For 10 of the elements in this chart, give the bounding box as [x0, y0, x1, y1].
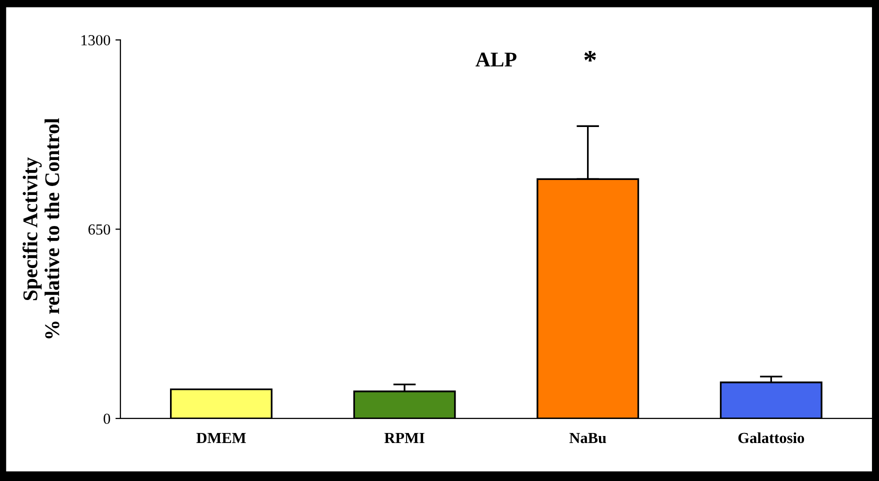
x-tick-label: NaBu: [569, 432, 606, 444]
y-tick-label: 0: [104, 414, 110, 424]
y-axis-title: Specific Activity % relative to the Control: [22, 118, 60, 338]
y-tick-label: 650: [88, 224, 110, 235]
x-tick-label: DMEM: [196, 432, 246, 443]
y-tick-label: 1300: [81, 35, 110, 46]
x-tick-label: RPMI: [384, 432, 424, 443]
chart-title: ALP: [476, 52, 516, 66]
x-tick-label: Galattosio: [738, 432, 804, 444]
annotation: *: [584, 50, 596, 62]
